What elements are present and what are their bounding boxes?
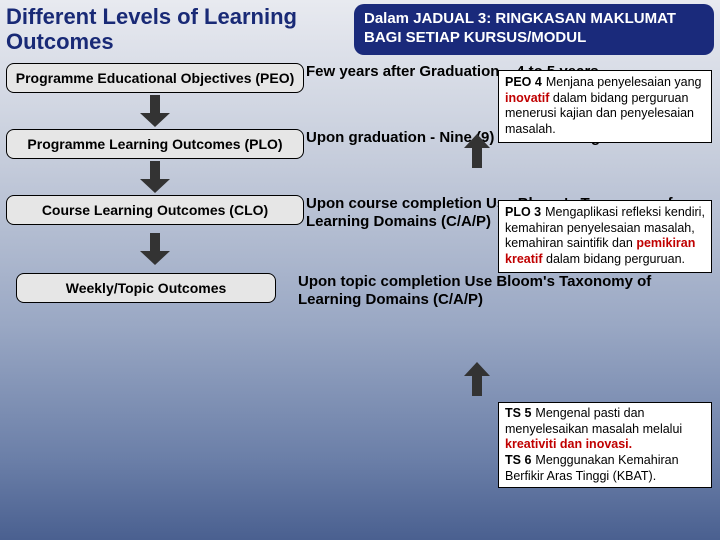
- plo-box: Programme Learning Outcomes (PLO): [6, 129, 304, 159]
- arrow-down-icon: [140, 233, 170, 267]
- side-text: dalam bidang perguruan.: [543, 252, 685, 266]
- title-left: Different Levels of Learning Outcomes: [6, 4, 346, 55]
- weekly-box: Weekly/Topic Outcomes: [16, 273, 276, 303]
- side-ts: TS 5Mengenal pasti dan menyelesaikan mas…: [498, 402, 712, 488]
- peo-box: Programme Educational Objectives (PEO): [6, 63, 304, 93]
- side-highlight: inovatif: [505, 91, 549, 105]
- side-tag: TS 6: [505, 453, 531, 469]
- weekly-desc: Upon topic completion Use Bloom's Taxono…: [276, 273, 714, 309]
- arrow-up-icon: [464, 134, 490, 168]
- side-text: Mengenal pasti dan menyelesaikan masalah…: [505, 406, 682, 436]
- side-tag: PLO 3: [505, 205, 541, 221]
- side-highlight: kreativiti dan inovasi.: [505, 437, 632, 451]
- title-right: Dalam JADUAL 3: RINGKASAN MAKLUMAT BAGI …: [354, 4, 714, 55]
- clo-box: Course Learning Outcomes (CLO): [6, 195, 304, 225]
- side-tag: TS 5: [505, 406, 531, 422]
- arrow-down-icon: [140, 95, 170, 129]
- side-text: Menjana penyelesaian yang: [546, 75, 702, 89]
- side-plo3: PLO 3Mengaplikasi refleksi kendiri, kema…: [498, 200, 712, 273]
- side-peo4: PEO 4Menjana penyelesaian yang inovatif …: [498, 70, 712, 143]
- arrow-up-icon: [464, 362, 490, 396]
- arrow-down-icon: [140, 161, 170, 195]
- side-tag: PEO 4: [505, 75, 542, 91]
